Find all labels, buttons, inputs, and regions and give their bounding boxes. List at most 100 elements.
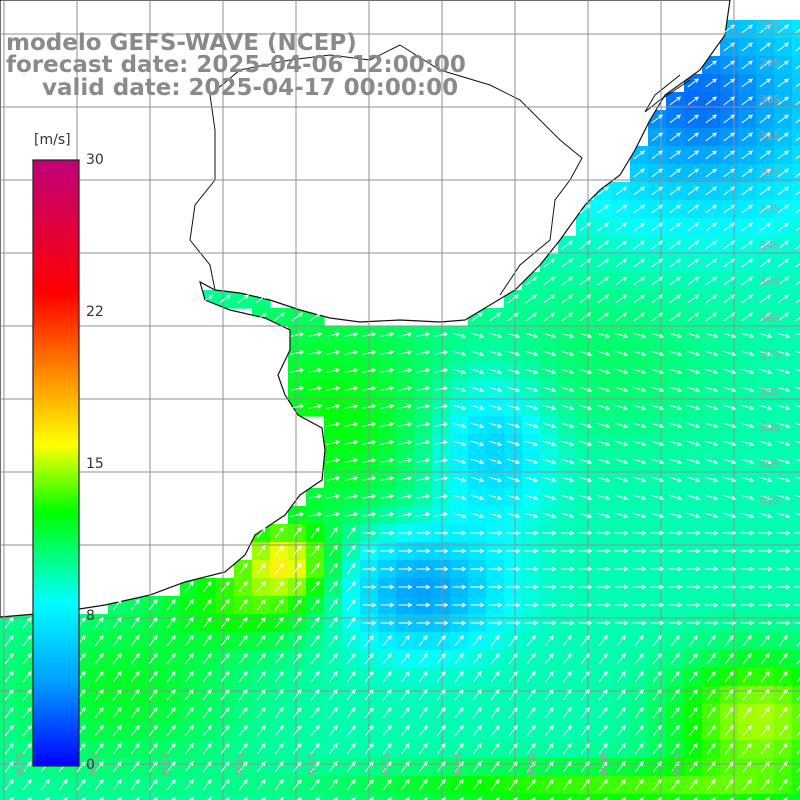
wind-arrow — [202, 617, 212, 629]
wind-arrow — [238, 779, 248, 791]
wind-arrow — [705, 168, 718, 178]
wind-arrow — [722, 548, 737, 554]
wind-arrow — [362, 440, 377, 445]
wind-cell — [36, 794, 55, 800]
wind-arrow — [488, 440, 503, 447]
wind-arrow — [4, 671, 14, 683]
wind-arrow — [94, 653, 104, 665]
wind-arrow — [560, 566, 575, 572]
wind-arrow — [760, 689, 770, 701]
wind-arrow — [416, 584, 431, 590]
wind-arrow — [452, 548, 467, 554]
wind-arrow — [346, 545, 356, 557]
wind-arrow — [632, 458, 647, 465]
wind-arrow — [398, 566, 413, 572]
wind-arrow — [742, 653, 752, 665]
wind-arrow — [615, 222, 628, 232]
wind-arrow — [488, 584, 503, 590]
wind-arrow — [669, 204, 682, 214]
wind-arrow — [634, 635, 644, 647]
wind-arrow — [130, 635, 140, 647]
wind-arrow — [524, 494, 539, 501]
wind-arrow — [112, 635, 122, 647]
wind-arrow — [490, 707, 500, 719]
wind-arrow — [184, 743, 194, 755]
wind-arrow — [382, 707, 392, 719]
wind-arrow — [470, 368, 485, 375]
wind-arrow — [328, 527, 338, 539]
wind-arrow — [598, 707, 608, 719]
wind-arrow — [579, 222, 592, 232]
wind-arrow — [310, 743, 320, 755]
wind-arrow — [794, 422, 800, 426]
wind-arrow — [326, 476, 341, 481]
wind-arrow — [543, 312, 556, 322]
wind-arrow — [344, 368, 359, 373]
wind-arrow — [398, 404, 413, 409]
wind-arrow — [452, 422, 467, 429]
wind-arrow — [777, 132, 790, 142]
wind-arrow — [796, 695, 800, 701]
wind-arrow — [760, 635, 770, 647]
wind-arrow — [632, 386, 647, 393]
wind-arrow — [362, 566, 377, 572]
wind-arrow — [274, 545, 284, 557]
wind-arrow — [148, 689, 158, 701]
wind-arrow — [256, 617, 266, 629]
wind-arrow — [723, 222, 736, 232]
wind-arrow — [778, 689, 788, 701]
wind-arrow — [506, 566, 521, 572]
wind-arrow — [632, 530, 647, 536]
wind-arrow — [488, 548, 503, 554]
wind-arrow — [740, 350, 755, 357]
wind-arrow — [795, 83, 800, 88]
wind-arrow — [274, 581, 284, 593]
wind-arrow — [130, 779, 140, 791]
wind-arrow — [542, 548, 557, 554]
wind-arrow — [398, 350, 413, 355]
wind-arrow — [490, 743, 500, 755]
wind-cell — [792, 218, 800, 237]
wind-arrow — [632, 350, 647, 357]
wind-arrow — [687, 276, 700, 286]
wind-arrow — [560, 494, 575, 501]
wind-arrow — [22, 743, 32, 755]
wind-arrow — [292, 761, 302, 773]
wind-arrow — [526, 707, 536, 719]
wind-arrow — [741, 78, 754, 88]
wind-arrow — [326, 512, 341, 517]
wind-arrow — [632, 368, 647, 375]
wind-arrow — [615, 204, 628, 214]
wind-arrow — [597, 186, 610, 196]
wind-arrow — [777, 312, 790, 322]
wind-arrow — [614, 386, 629, 393]
wind-arrow — [542, 422, 557, 429]
wind-arrow — [506, 422, 521, 429]
wind-arrow — [490, 689, 500, 701]
wind-arrow — [346, 617, 356, 629]
wind-arrow — [614, 368, 629, 375]
wind-arrow — [776, 350, 791, 357]
wind-arrow — [416, 440, 431, 445]
wind-arrow — [758, 602, 773, 608]
wind-arrow — [669, 168, 682, 178]
wind-arrow — [524, 350, 539, 357]
wind-arrow — [184, 707, 194, 719]
wind-arrow — [796, 659, 800, 665]
wind-arrow — [434, 602, 449, 608]
wind-arrow — [561, 258, 574, 268]
wind-arrow — [615, 186, 628, 196]
wind-arrow — [596, 566, 611, 572]
wind-arrow — [310, 527, 320, 539]
wind-arrow — [669, 150, 682, 160]
wind-arrow — [380, 620, 395, 626]
wind-arrow — [669, 312, 682, 322]
wind-arrow — [759, 96, 772, 106]
wind-arrow — [597, 276, 610, 286]
wind-arrow — [651, 168, 664, 178]
wind-cell — [486, 794, 505, 800]
wind-arrow — [94, 779, 104, 791]
wind-arrow — [668, 602, 683, 608]
wind-arrow — [560, 548, 575, 554]
wind-arrow — [398, 548, 413, 554]
